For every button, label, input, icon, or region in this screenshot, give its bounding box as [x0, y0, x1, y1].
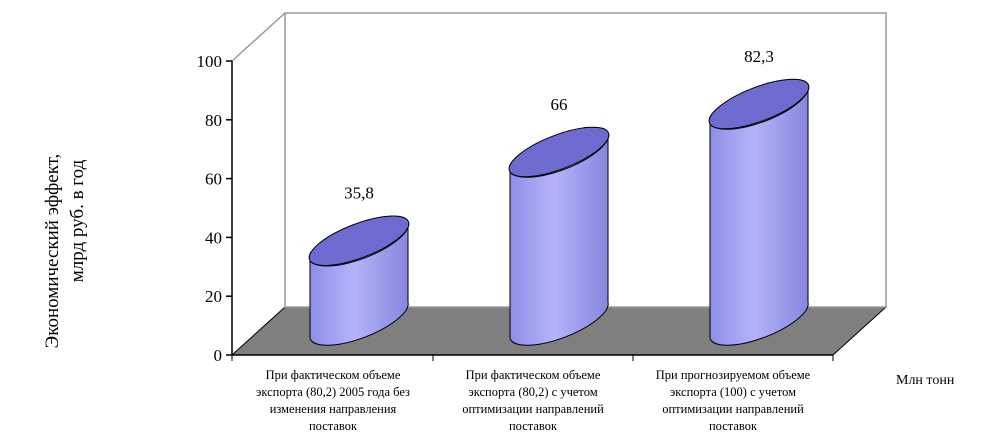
category-label-line: При фактическом объеме [465, 368, 601, 382]
y-tick-label-60: 60 [205, 170, 222, 189]
bar-top-1 [308, 215, 410, 266]
y-axis-label-line-1: Экономический эффект, [42, 153, 63, 349]
category-label-line: При фактическом объеме [265, 368, 401, 382]
category-label-line: экспорта (80,2) с учетом [468, 385, 598, 399]
bar-body-1 [309, 222, 409, 346]
category-label-line: оптимизации направлений [662, 402, 804, 416]
bar-2: 66 [508, 95, 610, 346]
category-label-line: поставок [708, 419, 758, 433]
category-label-1: При фактическом объеме экспорта (80,2) 20… [238, 367, 428, 435]
category-label-line: поставок [508, 419, 558, 433]
bar-top-2 [508, 126, 610, 178]
y-tick-label-0: 0 [214, 346, 223, 365]
y-tick-label-40: 40 [205, 228, 222, 247]
category-label-line: оптимизации направлений [462, 402, 604, 416]
y-tick-label-80: 80 [205, 111, 222, 130]
category-label-3: При прогнозируемом объеме экспорта (100) … [638, 367, 828, 435]
y-axis-label: Экономический эффект, млрд руб. в год [8, 100, 98, 400]
chart-side-wall-edge [231, 12, 286, 62]
y-tick-label-20: 20 [205, 287, 222, 306]
category-label-line: При прогнозируемом объеме [655, 368, 811, 382]
bar-1: 35,8 [308, 184, 410, 346]
bar-body-3 [709, 85, 809, 346]
bars: 35,8 66 82,3 [308, 47, 810, 346]
category-label-line: экспорта (100) с учетом [669, 385, 797, 399]
bar-value-label-2: 66 [551, 95, 568, 114]
y-tick-label-100: 100 [197, 52, 223, 71]
bar-3: 82,3 [708, 47, 810, 346]
bar-body-2 [509, 133, 609, 346]
y-axis: 0 20 40 60 80 100 [197, 52, 834, 365]
category-label-line: изменения направления [269, 402, 397, 416]
y-axis-label-line-2: млрд руб. в год [67, 159, 88, 283]
bar-top-3 [708, 78, 810, 130]
bar-value-label-1: 35,8 [344, 184, 374, 203]
category-label-2: При фактическом объеме экспорта (80,2) с … [438, 367, 628, 435]
x-axis-unit-label: Млн тонн [896, 373, 955, 388]
bar-value-label-3: 82,3 [744, 47, 774, 66]
category-label-line: поставок [308, 419, 358, 433]
category-label-line: экспорта (80,2) 2005 года без [255, 385, 410, 399]
